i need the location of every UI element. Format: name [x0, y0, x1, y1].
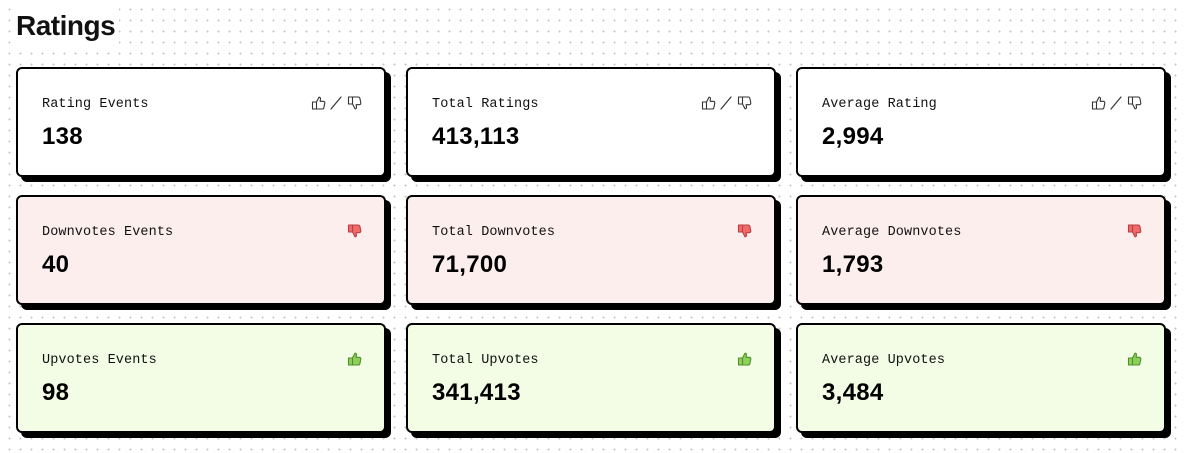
- stat-card-total-downvotes: Total Downvotes 71,700: [406, 195, 776, 305]
- thumbs-up-icon: [346, 351, 362, 367]
- card-value: 341,413: [432, 379, 521, 406]
- card-label: Total Upvotes: [432, 353, 539, 368]
- card-value: 413,113: [432, 123, 520, 150]
- card-label: Average Upvotes: [822, 353, 946, 368]
- card-label: Average Downvotes: [822, 225, 962, 240]
- thumbs-up-icon: [1126, 351, 1142, 367]
- card-label: Average Rating: [822, 97, 937, 112]
- stat-card-total-upvotes: Total Upvotes 341,413: [406, 323, 776, 433]
- thumbs-up-slash-thumbs-down-icon: [310, 95, 362, 111]
- card-label: Downvotes Events: [42, 225, 174, 240]
- stat-card-average-rating: Average Rating 2,994: [796, 67, 1166, 177]
- thumbs-down-icon: [736, 223, 752, 239]
- card-value: 3,484: [822, 379, 884, 406]
- card-value: 138: [42, 123, 83, 150]
- card-value: 1,793: [822, 251, 884, 278]
- card-value: 71,700: [432, 251, 508, 278]
- stat-card-upvotes-events: Upvotes Events 98: [16, 323, 386, 433]
- thumbs-down-icon: [1126, 223, 1142, 239]
- stat-card-downvotes-events: Downvotes Events 40: [16, 195, 386, 305]
- card-value: 2,994: [822, 123, 884, 150]
- thumbs-down-icon: [346, 223, 362, 239]
- ratings-grid: Rating Events 138 Total Ratings 413,113 …: [16, 67, 1166, 433]
- thumbs-up-icon: [736, 351, 752, 367]
- stat-card-average-downvotes: Average Downvotes 1,793: [796, 195, 1166, 305]
- thumbs-up-slash-thumbs-down-icon: [1090, 95, 1142, 111]
- page-title: Ratings: [16, 8, 120, 44]
- card-label: Total Downvotes: [432, 225, 556, 240]
- card-label: Rating Events: [42, 97, 149, 112]
- stat-card-average-upvotes: Average Upvotes 3,484: [796, 323, 1166, 433]
- card-value: 40: [42, 251, 70, 278]
- card-label: Total Ratings: [432, 97, 539, 112]
- stat-card-rating-events: Rating Events 138: [16, 67, 386, 177]
- card-value: 98: [42, 379, 70, 406]
- card-label: Upvotes Events: [42, 353, 157, 368]
- thumbs-up-slash-thumbs-down-icon: [700, 95, 752, 111]
- stat-card-total-ratings: Total Ratings 413,113: [406, 67, 776, 177]
